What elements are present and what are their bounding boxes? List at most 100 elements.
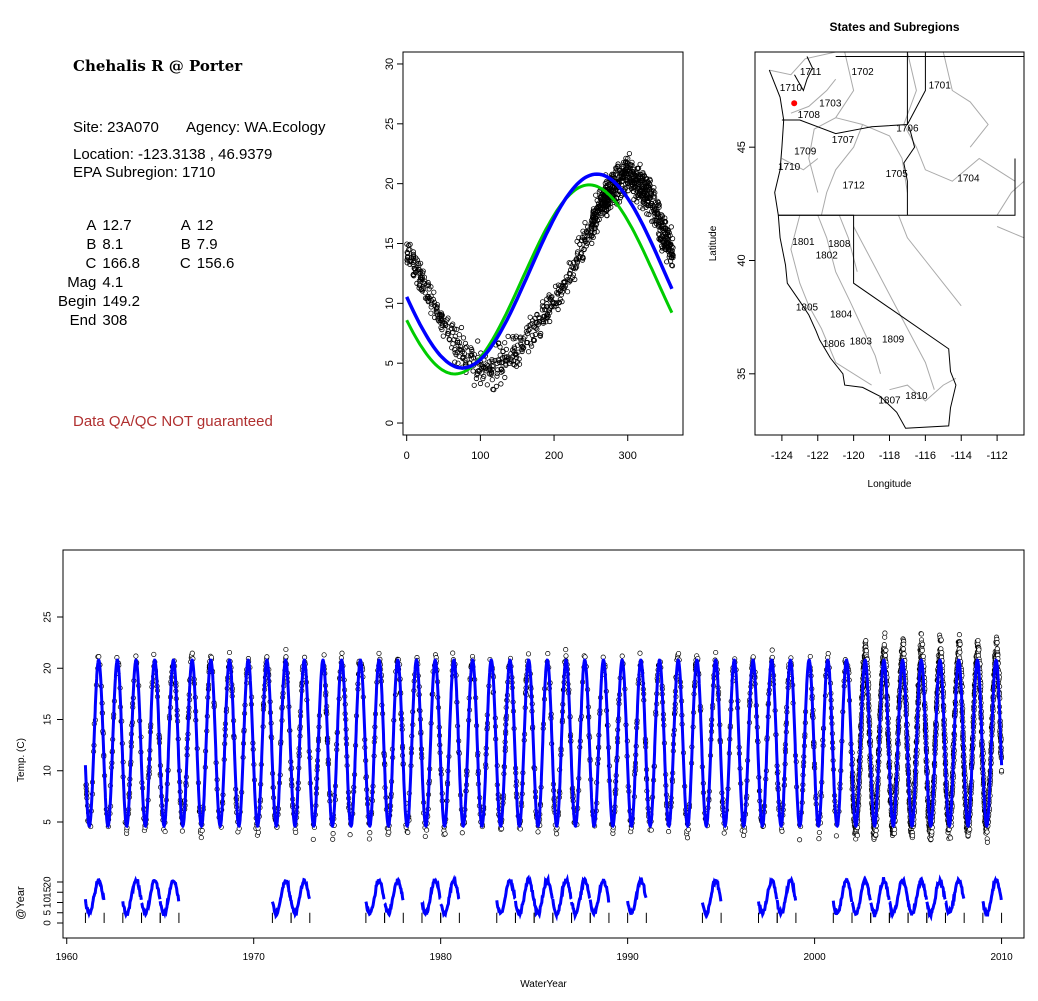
observation-point: [892, 827, 898, 833]
data-point: [666, 254, 672, 260]
observation-point: [162, 829, 168, 835]
year-curve: [270, 879, 293, 920]
subregion-label: 1710: [778, 162, 801, 173]
x-tick-label: 1960: [56, 952, 79, 963]
data-point: [444, 330, 451, 336]
x-tick-label: 300: [619, 450, 637, 462]
data-point: [443, 322, 449, 328]
year-curve: [944, 875, 966, 917]
subregion-label: 1806: [823, 339, 846, 350]
data-point: [532, 331, 539, 338]
subregion-boundary: [889, 377, 957, 402]
data-point: [456, 353, 462, 359]
observation-point: [713, 649, 719, 656]
observation-point: [366, 836, 372, 842]
data-point: [460, 335, 467, 341]
year-curve: [140, 878, 162, 919]
subregion-boundary: [942, 52, 989, 148]
subregion-label: 1805: [796, 303, 819, 314]
subregion-label: 1802: [816, 251, 839, 262]
observation-point: [920, 653, 926, 659]
data-point: [419, 274, 425, 280]
data-point: [470, 355, 476, 361]
timeseries-chart: 1960 1970 1980 1990 2000 20105101520250510152…: [15, 549, 1025, 990]
data-point: [634, 185, 640, 191]
data-point: [628, 184, 634, 190]
observation-point: [264, 654, 270, 660]
fit-line-green: [405, 183, 674, 376]
data-point: [659, 213, 665, 219]
data-point: [410, 254, 416, 260]
observation-point: [863, 648, 869, 654]
y-tick-label: 35: [736, 368, 748, 380]
data-point: [407, 241, 413, 247]
state-boundary-42n: [778, 158, 1016, 216]
year-curve: [420, 877, 442, 918]
data-point: [433, 310, 439, 316]
data-point: [428, 310, 434, 316]
data-point: [454, 339, 461, 346]
data-point: [579, 234, 585, 240]
data-point: [518, 337, 524, 343]
subregion-label: 1709: [794, 146, 817, 157]
data-point: [640, 178, 646, 184]
data-point: [446, 337, 453, 343]
data-point: [463, 360, 469, 366]
state-boundary-or-id: [903, 126, 916, 216]
subregion-boundary: [835, 117, 908, 193]
data-point: [539, 307, 546, 313]
data-point: [637, 204, 643, 210]
data-point: [425, 279, 431, 286]
lower-y-tick-label: 20: [43, 876, 54, 888]
data-point: [669, 251, 676, 257]
data-point: [529, 332, 535, 338]
data-point: [580, 255, 586, 261]
y-tick-label: 5: [43, 819, 54, 825]
data-point: [519, 346, 525, 353]
data-point: [628, 176, 634, 183]
data-point: [422, 295, 429, 301]
data-point: [451, 346, 458, 353]
data-point: [477, 380, 484, 387]
observation-point: [901, 651, 907, 657]
param-key: C: [85, 255, 97, 272]
observation-point: [619, 653, 625, 659]
data-point: [665, 241, 671, 247]
lower-y-tick-label: 5: [43, 910, 54, 916]
observation-point: [198, 835, 204, 841]
param-value-2: 7.9: [196, 236, 218, 253]
data-point: [525, 327, 532, 334]
observation-point: [283, 654, 289, 660]
param-value-2: 12: [196, 217, 214, 234]
data-point: [594, 229, 600, 235]
data-point: [561, 285, 568, 291]
data-point: [557, 288, 563, 294]
data-point: [493, 383, 499, 389]
observation-point: [226, 649, 233, 656]
data-point: [462, 340, 468, 346]
subregion-boundary: [820, 124, 864, 216]
data-point: [499, 355, 506, 361]
data-point: [629, 162, 635, 168]
data-point: [486, 371, 492, 377]
data-point: [604, 212, 610, 218]
observation-point: [854, 832, 860, 839]
data-point: [644, 194, 651, 200]
state-boundary-west: [768, 69, 957, 429]
observation-point: [563, 647, 569, 653]
data-point: [607, 183, 613, 189]
data-point: [512, 335, 518, 341]
observation-point: [873, 832, 879, 838]
data-point: [567, 267, 574, 273]
param-value: 149.2: [102, 293, 140, 310]
subregion-boundary: [996, 226, 1024, 261]
data-point: [667, 248, 673, 254]
observation-point: [881, 642, 887, 648]
observation-point: [957, 641, 963, 647]
x-tick-label: 1980: [430, 952, 453, 963]
fit-line-blue: [405, 172, 674, 370]
observation-point: [984, 839, 990, 845]
data-point: [500, 348, 506, 354]
x-axis-label: WaterYear: [520, 979, 567, 990]
